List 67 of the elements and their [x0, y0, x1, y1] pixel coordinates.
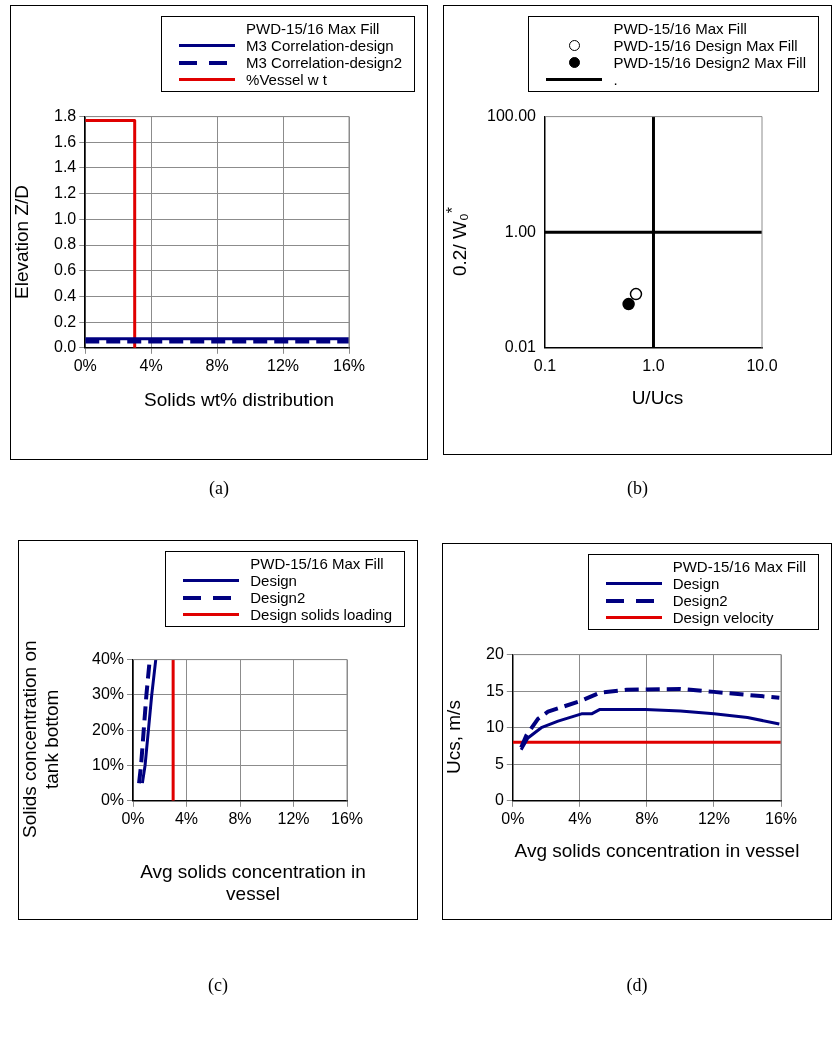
legend-label: Design velocity: [672, 609, 774, 626]
x-tick-label: 4%: [174, 809, 199, 827]
y-tick-label: 1.00: [504, 222, 537, 240]
legend-label: Design: [250, 572, 297, 589]
text: (c): [207, 975, 229, 996]
text: (b): [626, 478, 649, 499]
x-tick-label: 16%: [332, 356, 366, 374]
legend-title: PWD-15/16 Max Fill: [246, 20, 380, 37]
y-tick-label: 0.01: [504, 338, 537, 356]
x-tick-label: 8%: [205, 356, 229, 374]
y-tick-label: 1.0: [53, 209, 77, 227]
x-tick-label: 12%: [267, 356, 300, 374]
legend-title: PWD-15/16 Max Fill: [672, 558, 806, 575]
y-axis-title: Elevation Z/D: [11, 183, 33, 301]
x-axis-title: Solids wt% distribution: [142, 389, 336, 411]
legend-label: Design solids loading: [250, 606, 392, 623]
x-axis-title: Avg solids concentration in vessel: [139, 861, 367, 905]
legend-label: PWD-15/16 Design2 Max Fill: [613, 54, 806, 71]
x-axis-title: U/Ucs: [630, 387, 685, 409]
y-tick-label: 20%: [91, 720, 125, 738]
x-tick-label: 4%: [139, 356, 163, 374]
y-tick-label: 5: [494, 754, 504, 772]
legend-label: Design: [672, 575, 720, 592]
x-tick-label: 0%: [73, 356, 97, 374]
y-axis-title: Solids concentration on tank bottom: [19, 639, 63, 839]
y-tick-label: 40%: [91, 649, 125, 667]
y-tick-label: 0: [494, 791, 504, 809]
y-tick-label: 0.2: [53, 312, 77, 330]
y-tick-label: 1.2: [53, 184, 77, 202]
x-tick-label: 16%: [764, 809, 798, 827]
x-tick-label: 4%: [568, 809, 592, 827]
x-tick-label: 12%: [697, 809, 730, 827]
legend-label: .: [613, 71, 618, 88]
legend-label: PWD-15/16 Design Max Fill: [613, 37, 798, 54]
y-tick-label: 0.8: [53, 235, 77, 253]
x-tick-label: 1.0: [642, 356, 665, 374]
x-axis-title: Avg solids concentration in vessel: [513, 840, 801, 862]
text: (a): [208, 478, 230, 499]
x-tick-label: 10.0: [746, 356, 778, 374]
legend-label: %Vessel w t: [246, 71, 327, 88]
y-tick-label: 1.4: [53, 158, 77, 176]
x-tick-label: 12%: [277, 809, 310, 827]
x-tick-label: 0.1: [533, 356, 557, 374]
x-tick-label: 8%: [228, 809, 252, 827]
x-tick-label: 16%: [330, 809, 364, 827]
text: (d): [625, 975, 649, 996]
legend-label: M3 Correlation-design: [246, 37, 394, 54]
y-tick-label: 10: [486, 718, 504, 736]
y-tick-label: 30%: [91, 684, 125, 702]
x-tick-label: 0%: [121, 809, 145, 827]
y-tick-label: 1.8: [53, 107, 77, 125]
legend-label: Design2: [250, 589, 306, 606]
x-tick-label: 8%: [635, 809, 659, 827]
y-tick-label: 0%: [100, 790, 125, 808]
legend-title: PWD-15/16 Max Fill: [250, 555, 384, 572]
y-tick-label: 1.6: [53, 132, 77, 150]
y-tick-label: 15: [486, 681, 504, 699]
y-tick-label: 0.0: [53, 338, 77, 356]
y-tick-label: 20: [486, 645, 504, 663]
y-tick-label: 10%: [91, 755, 125, 773]
y-axis-title: Ucs, m/s: [443, 699, 465, 776]
y-tick-label: 0.4: [53, 286, 77, 304]
y-tick-label: 100.00: [487, 107, 537, 125]
y-tick-label: 0.6: [53, 261, 77, 279]
legend-title: PWD-15/16 Max Fill: [613, 20, 747, 37]
legend-label: Design2: [672, 592, 728, 609]
legend-label: M3 Correlation-design2: [246, 54, 402, 71]
